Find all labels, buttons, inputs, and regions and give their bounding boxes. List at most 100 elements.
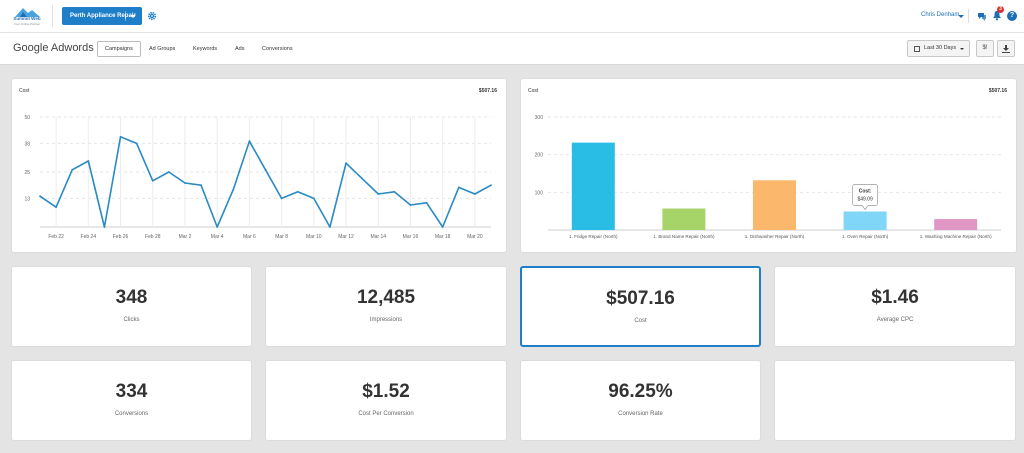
- x-tick-label: Feb 28: [145, 234, 161, 240]
- tab-ads[interactable]: Ads: [235, 46, 245, 52]
- data-point: [39, 195, 41, 198]
- help-icon[interactable]: ?: [1007, 11, 1017, 21]
- data-point: [87, 160, 90, 162]
- y-tick-label: 100: [535, 190, 544, 196]
- data-point: [216, 226, 219, 228]
- user-menu[interactable]: Chris Denham: [921, 12, 960, 18]
- tab-conversions[interactable]: Conversions: [262, 46, 293, 52]
- data-point: [490, 184, 492, 187]
- x-tick-label: 1. Brand Name Repair (North): [653, 234, 715, 239]
- x-tick-label: Mar 16: [403, 234, 419, 240]
- y-tick-label: 13: [24, 196, 30, 202]
- y-tick-label: 38: [24, 141, 30, 147]
- compare-button[interactable]: $!: [976, 40, 994, 57]
- tooltip-title: Cost:: [859, 189, 872, 195]
- stat-card-conversions[interactable]: 334 Conversions: [11, 360, 252, 441]
- account-selector-label: Perth Appliance Repair: [70, 13, 136, 19]
- bar: [843, 211, 887, 230]
- y-tick-label: 200: [535, 153, 544, 159]
- stat-card-impressions[interactable]: 12,485 Impressions: [265, 266, 507, 347]
- chart-label: Cost: [19, 88, 30, 94]
- download-icon: [1002, 45, 1010, 53]
- data-point: [103, 226, 106, 228]
- x-tick-label: Feb 24: [81, 234, 97, 240]
- x-tick-label: Mar 6: [243, 234, 256, 240]
- bar-tooltip: Cost: $49.09: [852, 184, 878, 211]
- data-point: [377, 193, 380, 195]
- stat-label: Clicks: [123, 317, 140, 323]
- data-point: [135, 142, 138, 145]
- data-point: [55, 206, 58, 209]
- bar: [662, 208, 706, 230]
- y-tick-label: 300: [535, 115, 544, 121]
- stat-label: Cost Per Conversion: [358, 411, 414, 417]
- gear-icon[interactable]: [147, 11, 157, 21]
- account-selector-button[interactable]: Perth Appliance Repair: [62, 7, 142, 25]
- cost-line-chart-card: Cost $507.16 13 25 38 50 Feb 22 Feb 24 Feb 26 F…: [11, 78, 507, 253]
- data-point: [264, 168, 267, 171]
- chevron-down-icon: [960, 48, 964, 50]
- company-logo[interactable]: Summit Web Your Online Partner: [9, 5, 45, 27]
- tooltip-arrow: [861, 205, 869, 211]
- tab-campaigns[interactable]: Campaigns: [97, 41, 141, 57]
- data-point: [312, 197, 315, 200]
- bar: [934, 219, 978, 230]
- bar: [571, 142, 615, 230]
- date-range-button[interactable]: Last 30 Days: [907, 40, 970, 57]
- stat-card-cost[interactable]: $507.16 Cost: [520, 266, 761, 347]
- y-tick-label: 25: [24, 170, 30, 176]
- chevron-down-icon: [130, 15, 136, 18]
- data-point: [441, 226, 444, 228]
- stat-value: 96.25%: [608, 381, 673, 402]
- x-tick-label: 1. Fridge Repair (North): [569, 234, 618, 239]
- download-button[interactable]: [997, 40, 1015, 57]
- logo-text: Summit Web: [13, 16, 41, 21]
- user-menu-chevron-icon[interactable]: [958, 15, 964, 18]
- cost-series-line: [39, 135, 492, 228]
- data-point: [473, 193, 476, 195]
- data-point: [151, 179, 154, 182]
- data-point: [184, 182, 186, 184]
- chart-total: $507.16: [988, 88, 1007, 94]
- x-tick-label: Mar 14: [370, 234, 386, 240]
- data-point: [393, 190, 396, 193]
- stat-value: 348: [115, 287, 148, 308]
- data-point: [71, 168, 74, 171]
- stat-label: Impressions: [369, 317, 403, 323]
- y-tick-label: 50: [24, 115, 30, 121]
- x-tick-label: Mar 2: [179, 234, 192, 240]
- data-point: [329, 226, 331, 228]
- data-point: [345, 162, 347, 165]
- stat-card-cost-per-conversion[interactable]: $1.52 Cost Per Conversion: [265, 360, 507, 441]
- x-tick-label: Mar 4: [211, 234, 224, 240]
- stat-label: Average CPC: [876, 317, 914, 323]
- stat-card-average-cpc[interactable]: $1.46 Average CPC: [774, 266, 1016, 347]
- x-tick-label: Mar 18: [435, 234, 451, 240]
- stat-value: 334: [115, 381, 148, 402]
- logo-tagline: Your Online Partner: [13, 22, 41, 26]
- stat-value: 12,485: [356, 287, 416, 308]
- data-point: [232, 188, 235, 191]
- cost-bar-chart-card: Cost $507.16 100 200 300 1. Fridge Repair (…: [520, 78, 1017, 253]
- x-tick-label: Mar 12: [338, 234, 354, 240]
- stat-label: Conversion Rate: [618, 411, 663, 417]
- tab-keywords[interactable]: Keywords: [193, 46, 218, 52]
- tab-ad-groups[interactable]: Ad Groups: [149, 46, 176, 52]
- header-divider: [52, 5, 53, 27]
- sub-navigation: Google Adwords Campaigns Ad Groups Keywo…: [0, 33, 1024, 65]
- top-bar: Summit Web Your Online Partner Perth App…: [0, 0, 1024, 33]
- stat-card-clicks[interactable]: 348 Clicks: [11, 266, 252, 347]
- data-point: [248, 140, 251, 143]
- data-point: [296, 190, 299, 193]
- x-tick-label: Mar 8: [275, 234, 288, 240]
- x-tick-label: 1. Washing Machine Repair (North): [920, 234, 992, 239]
- stat-card-conversion-rate[interactable]: 96.25% Conversion Rate: [520, 360, 761, 441]
- data-point: [457, 186, 460, 189]
- stat-label: Conversions: [114, 411, 149, 417]
- header-divider-right: [968, 9, 969, 23]
- chat-icon[interactable]: [977, 11, 987, 21]
- account-selector-divider: [125, 11, 126, 21]
- logo-mountain-icon: [15, 8, 40, 17]
- data-point: [200, 184, 202, 187]
- stat-card-empty: [774, 360, 1016, 441]
